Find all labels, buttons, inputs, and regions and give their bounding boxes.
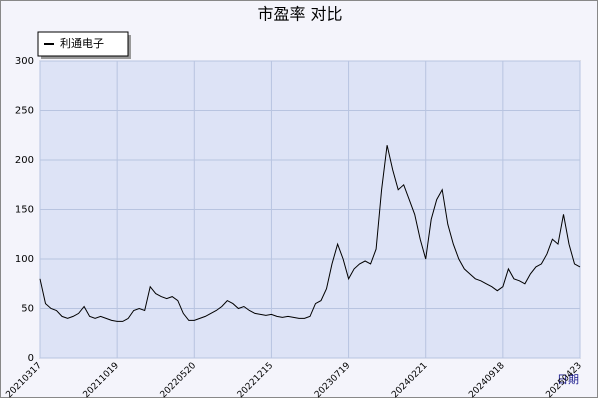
chart-title: 市盈率 对比	[257, 5, 342, 24]
y-tick-label: 0	[28, 353, 34, 364]
y-tick-label: 150	[15, 205, 34, 216]
legend-label: 利通电子	[60, 37, 104, 50]
y-tick-label: 100	[15, 254, 34, 265]
y-tick-label: 200	[15, 155, 34, 166]
x-axis-label: 日期	[557, 373, 579, 386]
y-tick-label: 300	[15, 56, 34, 67]
line	[39, 145, 581, 322]
y-tick-label: 250	[15, 106, 34, 117]
y-tick-label: 50	[21, 304, 34, 315]
